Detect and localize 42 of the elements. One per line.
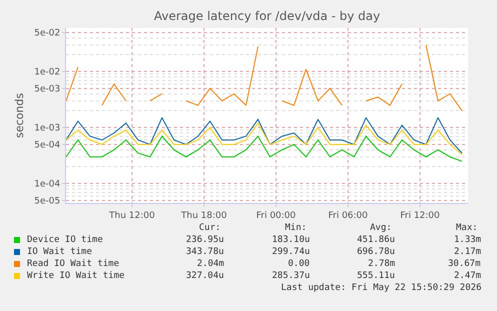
text: Min: bbox=[285, 223, 307, 233]
text: Max: bbox=[456, 223, 478, 233]
legend-label: Device IO time bbox=[27, 235, 103, 245]
text: 451.86u bbox=[357, 235, 395, 245]
text: 30.67m bbox=[448, 259, 481, 269]
legend-label: Read IO Wait time bbox=[27, 259, 120, 269]
x-tick-label: Fri 00:00 bbox=[256, 210, 296, 221]
line-series bbox=[66, 122, 462, 156]
text: 0.00 bbox=[288, 259, 310, 269]
y-axis-title: seconds bbox=[12, 92, 26, 138]
text: 2.47m bbox=[454, 271, 482, 281]
text: 696.78u bbox=[357, 247, 395, 257]
legend-label: IO Wait time bbox=[27, 247, 92, 257]
y-tick-label: 5e-03 bbox=[34, 84, 60, 95]
text: 236.95u bbox=[186, 235, 224, 245]
text: Cur: bbox=[199, 223, 221, 233]
chart-title: Average latency for /dev/vda - by day bbox=[154, 9, 380, 23]
y-tick-label: 5e-05 bbox=[34, 196, 60, 207]
line-series bbox=[66, 117, 462, 154]
y-tick-label: 5e-02 bbox=[34, 28, 60, 39]
y-tick-label: 1e-04 bbox=[34, 180, 60, 190]
y-tick-label: 5e-04 bbox=[34, 140, 60, 151]
text: 1.33m bbox=[454, 235, 482, 245]
text: 2.04m bbox=[197, 259, 224, 269]
y-tick-label: 1e-03 bbox=[34, 124, 60, 134]
legend-label: Write IO Wait time bbox=[27, 271, 125, 281]
text: 555.11u bbox=[357, 271, 395, 281]
text: Avg: bbox=[370, 223, 392, 233]
x-tick-label: Thu 18:00 bbox=[180, 210, 228, 221]
text: 327.04u bbox=[186, 271, 224, 281]
x-tick-label: Fri 12:00 bbox=[400, 210, 440, 221]
line-series bbox=[66, 136, 462, 162]
text: 299.74u bbox=[272, 247, 310, 257]
text: 343.78u bbox=[186, 247, 224, 257]
text: Last update: Fri May 22 15:50:29 2026 bbox=[281, 283, 482, 293]
text: 2.78m bbox=[368, 259, 396, 269]
text: 2.17m bbox=[454, 247, 482, 257]
y-tick-label: 1e-02 bbox=[34, 68, 60, 78]
x-tick-label: Fri 06:00 bbox=[328, 210, 368, 221]
text: 285.37u bbox=[272, 271, 310, 281]
text: 183.10u bbox=[272, 235, 310, 245]
x-tick-label: Thu 12:00 bbox=[108, 210, 156, 221]
